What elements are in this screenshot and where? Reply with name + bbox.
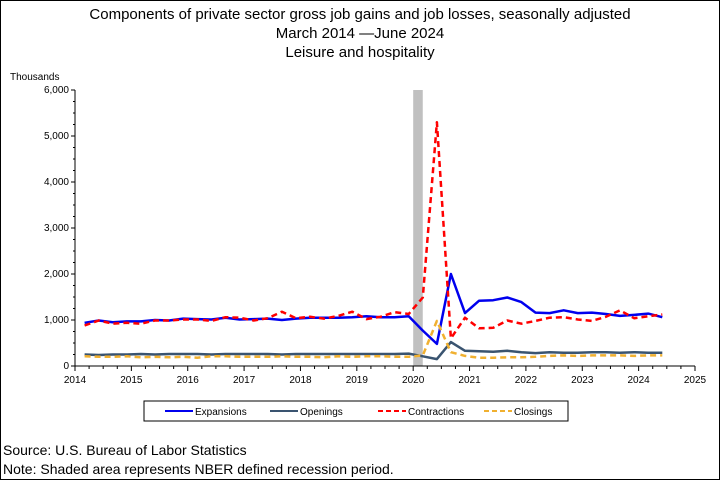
x-tick-label: 2022 [515,375,538,386]
x-tick-label: 2014 [64,375,87,386]
plot-area: 0 1,000 2,000 3,000 4,000 5,000 6,000 2014 2015 2… [44,85,707,386]
recession-note: Note: Shaded area represents NBER define… [3,461,394,477]
x-tick-label: 2021 [458,375,481,386]
legend-label-closings: Closings [514,407,552,418]
chart-subtitle-industry: Leisure and hospitality [285,44,435,61]
y-tick-label: 6,000 [44,85,69,96]
series-line-closings [84,319,663,359]
chart-title: Components of private sector gross job g… [89,6,630,23]
y-tick-label: 0 [63,361,69,372]
x-tick-label: 2016 [177,375,200,386]
legend-box [143,400,569,422]
source-note: Source: U.S. Bureau of Labor Statistics [3,442,247,458]
y-tick-label: 4,000 [44,177,69,188]
legend: Expansions Openings Contractions Closings [143,400,569,422]
y-tick-label: 1,000 [44,315,69,326]
x-tick-label: 2024 [628,375,651,386]
legend-label-contractions: Contractions [408,407,464,418]
x-tick-label: 2018 [289,375,312,386]
y-tick-label: 3,000 [44,223,69,234]
chart-subtitle: March 2014 —June 2024 [276,25,444,42]
y-tick-label: 5,000 [44,131,69,142]
y-tick-label: 2,000 [44,269,69,280]
x-tick-label: 2015 [120,375,143,386]
x-tick-label: 2017 [233,375,256,386]
series-line-contractions [84,120,663,340]
x-tick-label: 2019 [346,375,369,386]
legend-label-expansions: Expansions [195,407,247,418]
x-tick-label: 2020 [402,375,425,386]
x-tick-label: 2025 [684,375,707,386]
series-line-openings [84,340,663,361]
recession-shading [413,90,423,366]
x-tick-label: 2023 [571,375,594,386]
legend-label-openings: Openings [300,407,343,418]
series-line-expansions [84,272,663,346]
y-axis-label: Thousands [10,72,59,83]
